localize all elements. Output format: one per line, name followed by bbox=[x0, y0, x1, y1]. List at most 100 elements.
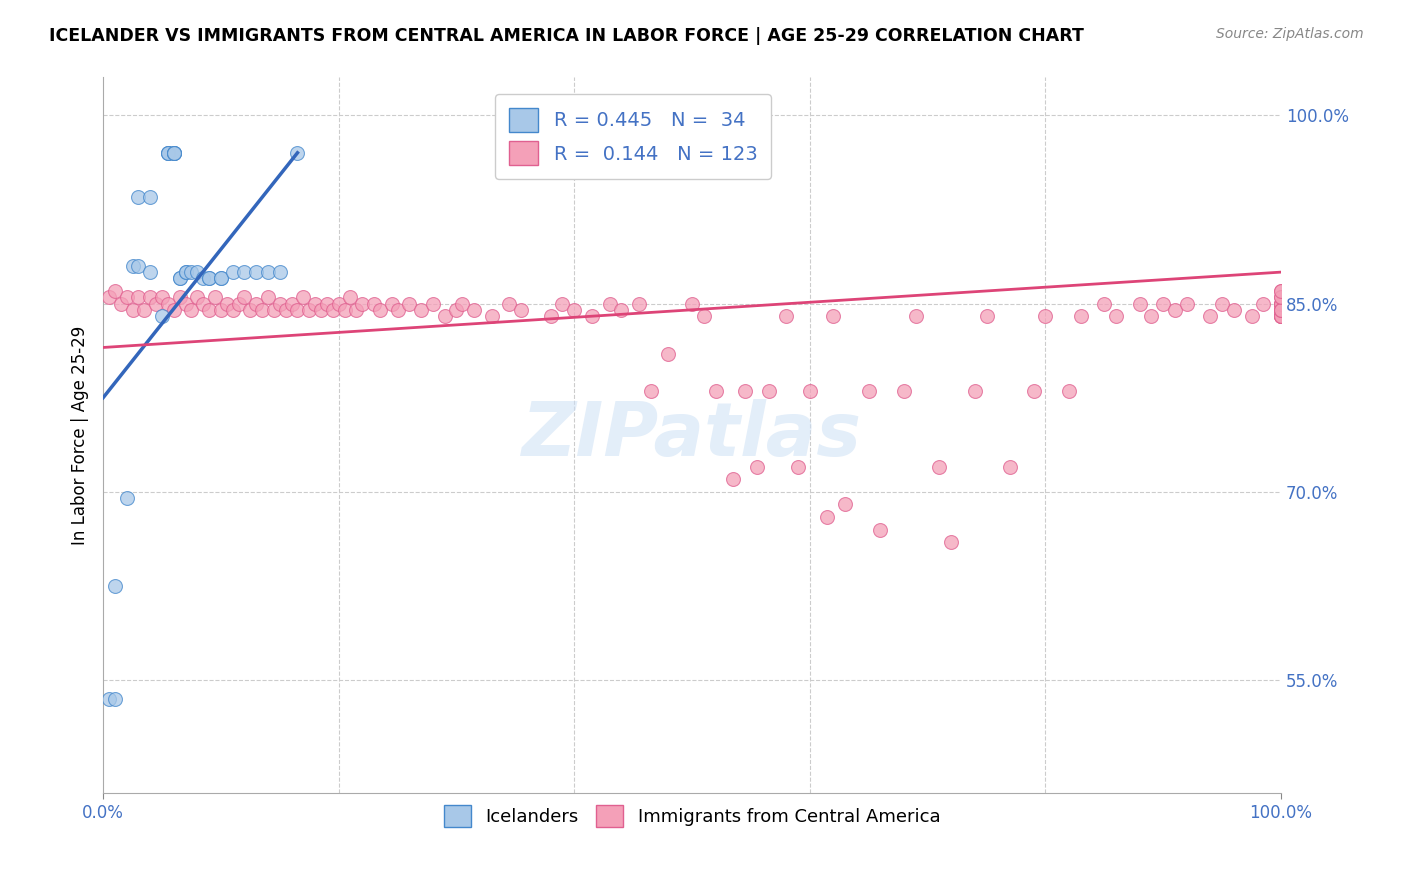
Point bbox=[163, 145, 186, 160]
Point bbox=[169, 290, 191, 304]
Y-axis label: In Labor Force | Age 25-29: In Labor Force | Age 25-29 bbox=[72, 326, 89, 545]
Point bbox=[758, 384, 780, 399]
Point bbox=[287, 302, 309, 317]
Point bbox=[250, 302, 273, 317]
Point bbox=[163, 145, 186, 160]
Point bbox=[156, 145, 179, 160]
Point bbox=[610, 302, 633, 317]
Point bbox=[693, 309, 716, 323]
Point bbox=[328, 296, 350, 310]
Point bbox=[562, 302, 585, 317]
Point bbox=[1270, 302, 1292, 317]
Point bbox=[1270, 290, 1292, 304]
Point bbox=[134, 302, 156, 317]
Point bbox=[411, 302, 433, 317]
Point bbox=[163, 145, 186, 160]
Point bbox=[963, 384, 986, 399]
Point bbox=[1270, 309, 1292, 323]
Point bbox=[510, 302, 533, 317]
Point bbox=[233, 265, 256, 279]
Point bbox=[115, 290, 138, 304]
Point bbox=[599, 296, 621, 310]
Point bbox=[163, 145, 186, 160]
Point bbox=[734, 384, 756, 399]
Point bbox=[581, 309, 603, 323]
Point bbox=[209, 271, 232, 285]
Point bbox=[180, 302, 202, 317]
Point bbox=[628, 296, 651, 310]
Point bbox=[193, 296, 215, 310]
Point bbox=[775, 309, 797, 323]
Point bbox=[156, 145, 179, 160]
Point bbox=[551, 296, 574, 310]
Point bbox=[1175, 296, 1198, 310]
Point bbox=[745, 459, 768, 474]
Point bbox=[1270, 309, 1292, 323]
Point bbox=[169, 271, 191, 285]
Text: ICELANDER VS IMMIGRANTS FROM CENTRAL AMERICA IN LABOR FORCE | AGE 25-29 CORRELAT: ICELANDER VS IMMIGRANTS FROM CENTRAL AME… bbox=[49, 27, 1084, 45]
Point bbox=[1152, 296, 1174, 310]
Point bbox=[928, 459, 950, 474]
Point bbox=[145, 296, 167, 310]
Point bbox=[1022, 384, 1045, 399]
Point bbox=[422, 296, 444, 310]
Point bbox=[869, 523, 891, 537]
Point bbox=[127, 190, 149, 204]
Point bbox=[110, 296, 132, 310]
Point bbox=[481, 309, 503, 323]
Point bbox=[193, 271, 215, 285]
Point bbox=[657, 347, 679, 361]
Point bbox=[104, 579, 127, 593]
Point bbox=[269, 296, 291, 310]
Point bbox=[121, 302, 143, 317]
Point bbox=[239, 302, 262, 317]
Point bbox=[941, 535, 963, 549]
Point bbox=[1253, 296, 1275, 310]
Legend: Icelanders, Immigrants from Central America: Icelanders, Immigrants from Central Amer… bbox=[436, 798, 948, 834]
Point bbox=[292, 290, 315, 304]
Point bbox=[221, 265, 243, 279]
Point bbox=[287, 145, 309, 160]
Point bbox=[451, 296, 474, 310]
Point bbox=[274, 302, 297, 317]
Point bbox=[186, 290, 208, 304]
Point bbox=[723, 472, 745, 486]
Point bbox=[1070, 309, 1092, 323]
Point bbox=[1057, 384, 1080, 399]
Point bbox=[1270, 302, 1292, 317]
Point bbox=[540, 309, 562, 323]
Point bbox=[704, 384, 727, 399]
Point bbox=[998, 459, 1021, 474]
Point bbox=[139, 190, 162, 204]
Point bbox=[221, 302, 243, 317]
Point bbox=[381, 296, 404, 310]
Point bbox=[387, 302, 409, 317]
Point bbox=[363, 296, 385, 310]
Point bbox=[174, 265, 197, 279]
Point bbox=[298, 302, 321, 317]
Point bbox=[333, 302, 356, 317]
Point bbox=[304, 296, 326, 310]
Point bbox=[169, 271, 191, 285]
Point bbox=[1270, 302, 1292, 317]
Point bbox=[1270, 284, 1292, 298]
Point bbox=[163, 302, 186, 317]
Point bbox=[257, 265, 280, 279]
Point bbox=[215, 296, 238, 310]
Point bbox=[209, 302, 232, 317]
Point bbox=[344, 302, 367, 317]
Point bbox=[180, 265, 202, 279]
Point bbox=[121, 259, 143, 273]
Point bbox=[127, 259, 149, 273]
Point bbox=[1270, 296, 1292, 310]
Point bbox=[150, 309, 173, 323]
Point bbox=[156, 296, 179, 310]
Point bbox=[198, 302, 221, 317]
Point bbox=[1270, 290, 1292, 304]
Point bbox=[1270, 309, 1292, 323]
Point bbox=[817, 510, 839, 524]
Text: ZIPatlas: ZIPatlas bbox=[522, 399, 862, 472]
Point bbox=[174, 296, 197, 310]
Point bbox=[1270, 296, 1292, 310]
Point bbox=[1164, 302, 1187, 317]
